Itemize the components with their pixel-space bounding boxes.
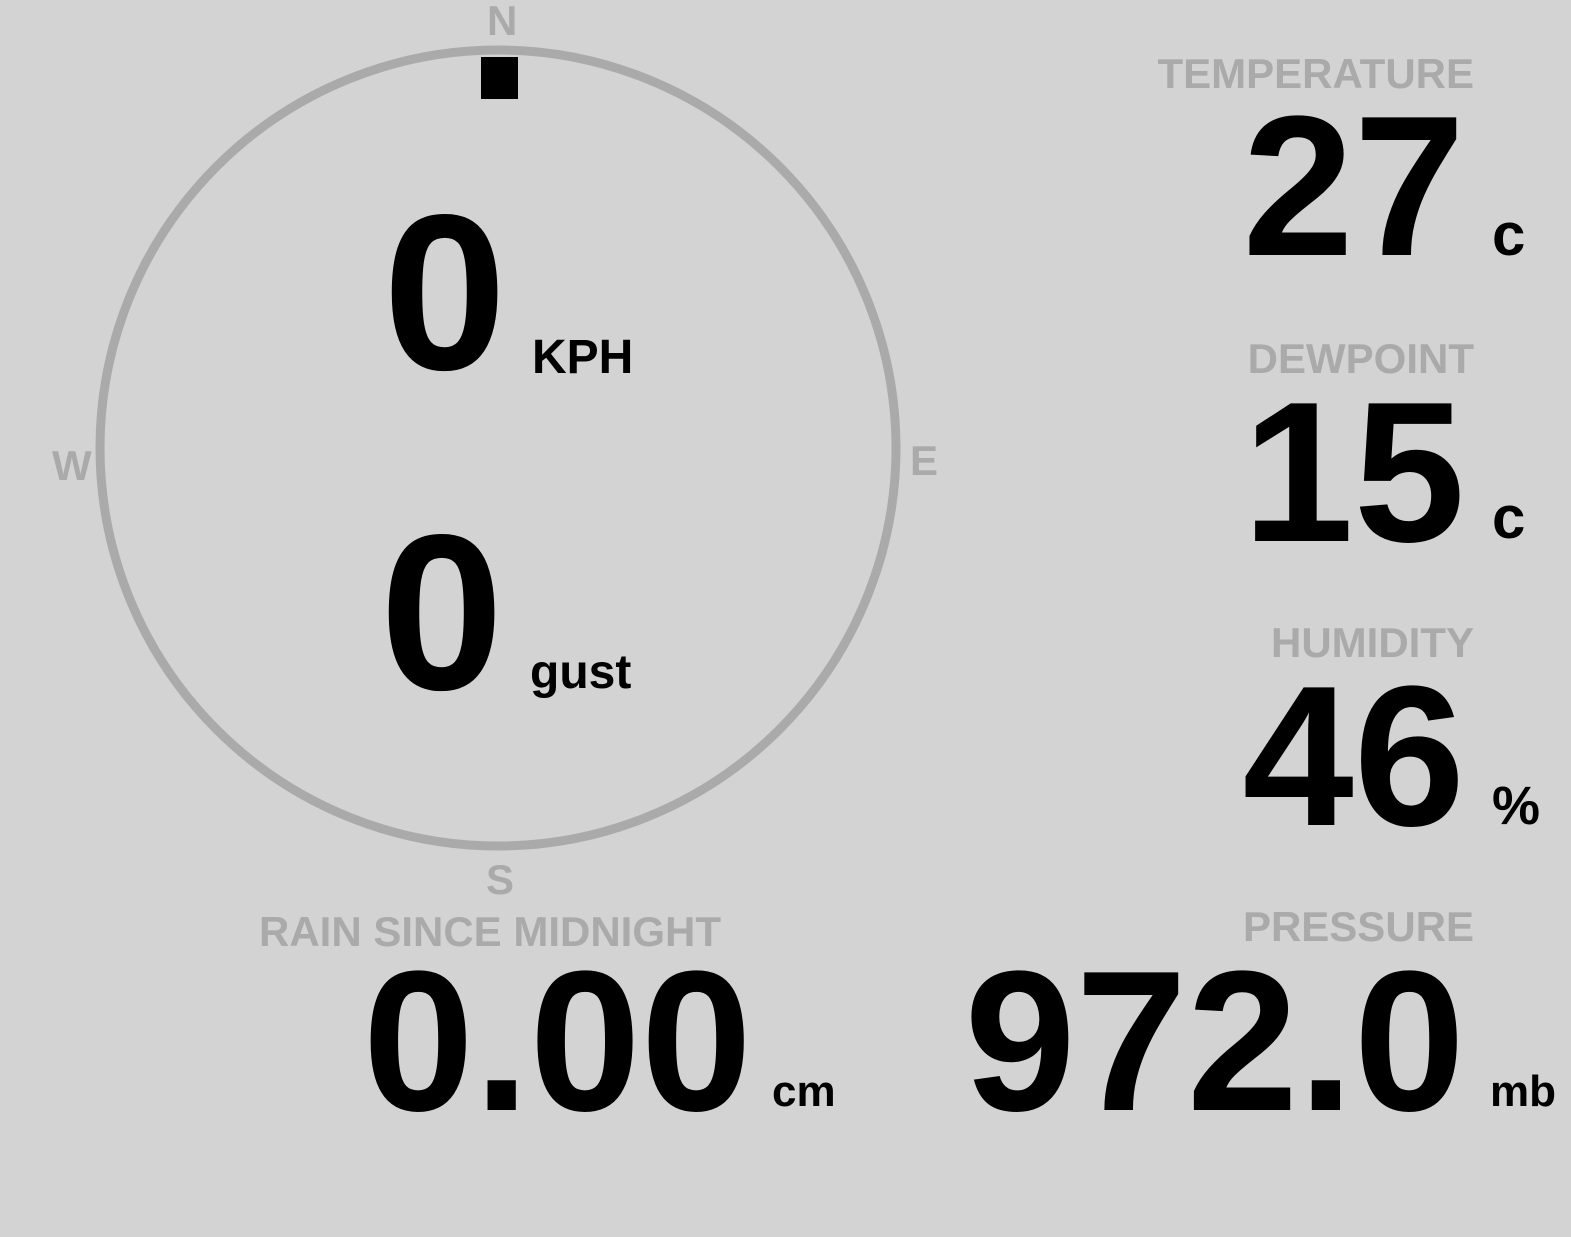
compass-east-label: E xyxy=(910,437,939,484)
wind-speed-unit: KPH xyxy=(532,331,634,384)
humidity-unit: % xyxy=(1492,776,1541,836)
dewpoint-value: 15 xyxy=(1242,361,1465,584)
pressure-unit: mb xyxy=(1490,1067,1556,1116)
rain-unit: cm xyxy=(772,1067,836,1116)
pressure-value: 972.0 xyxy=(964,930,1466,1153)
rain-label: RAIN SINCE MIDNIGHT xyxy=(259,908,721,955)
temperature-unit: c xyxy=(1492,201,1526,268)
dewpoint-label: DEWPOINT xyxy=(1247,335,1474,382)
pressure-label: PRESSURE xyxy=(1242,903,1474,950)
temperature-value: 27 xyxy=(1242,75,1465,298)
compass-north-label: N xyxy=(487,0,518,44)
wind-compass xyxy=(95,45,901,851)
humidity-value: 46 xyxy=(1242,645,1465,868)
rain-value: 0.00 xyxy=(362,930,752,1153)
dewpoint-unit: c xyxy=(1492,484,1526,551)
wind-speed-value: 0 xyxy=(383,169,507,417)
temperature-label: TEMPERATURE xyxy=(1157,50,1474,97)
compass-ring xyxy=(95,45,901,851)
wind-direction-needle xyxy=(481,57,518,99)
humidity-label: HUMIDITY xyxy=(1271,619,1474,666)
compass-west-label: W xyxy=(52,442,92,489)
compass-south-label: S xyxy=(486,856,515,903)
wind-gust-unit: gust xyxy=(530,646,632,699)
wind-gust-value: 0 xyxy=(380,489,504,737)
